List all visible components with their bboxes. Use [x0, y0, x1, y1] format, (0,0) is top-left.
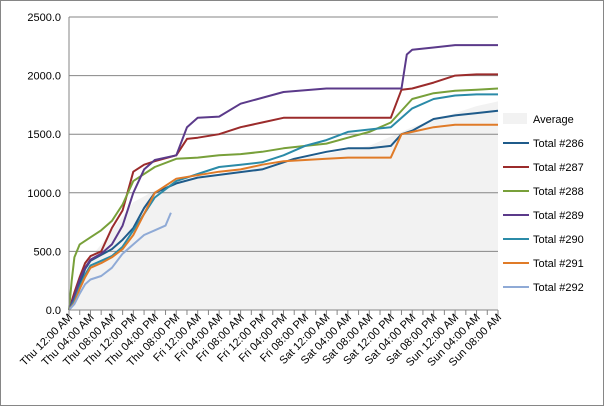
legend-label: Total #291	[533, 258, 584, 270]
y-tick-label: 1500.0	[27, 129, 61, 141]
series-line	[68, 87, 499, 311]
grid-layer	[69, 16, 498, 252]
legend-average-label: Average	[533, 114, 574, 126]
legend-label: Total #290	[533, 234, 584, 246]
legend-label: Total #286	[533, 138, 584, 150]
series-layer	[68, 44, 499, 311]
y-tick-label: 2000.0	[27, 71, 61, 83]
series-line	[68, 212, 172, 311]
legend: Average Total #286 Total #287 Total #288 Tot…	[503, 113, 584, 294]
legend-average-swatch	[503, 113, 527, 124]
y-tick-label: 2500.0	[27, 12, 61, 24]
legend-label: Total #288	[533, 186, 584, 198]
legend-label: Total #287	[533, 162, 584, 174]
legend-label: Total #292	[533, 282, 584, 294]
y-tick-label: 0.0	[46, 305, 61, 317]
legend-label: Total #289	[533, 210, 584, 222]
y-tick-label: 1000.0	[27, 188, 61, 200]
average-area	[69, 101, 498, 311]
series-line	[68, 73, 498, 311]
series-line	[68, 93, 498, 311]
y-tick-label: 500.0	[33, 246, 61, 258]
series-line	[68, 123, 498, 311]
series-line	[68, 44, 498, 311]
average-layer	[69, 101, 498, 311]
